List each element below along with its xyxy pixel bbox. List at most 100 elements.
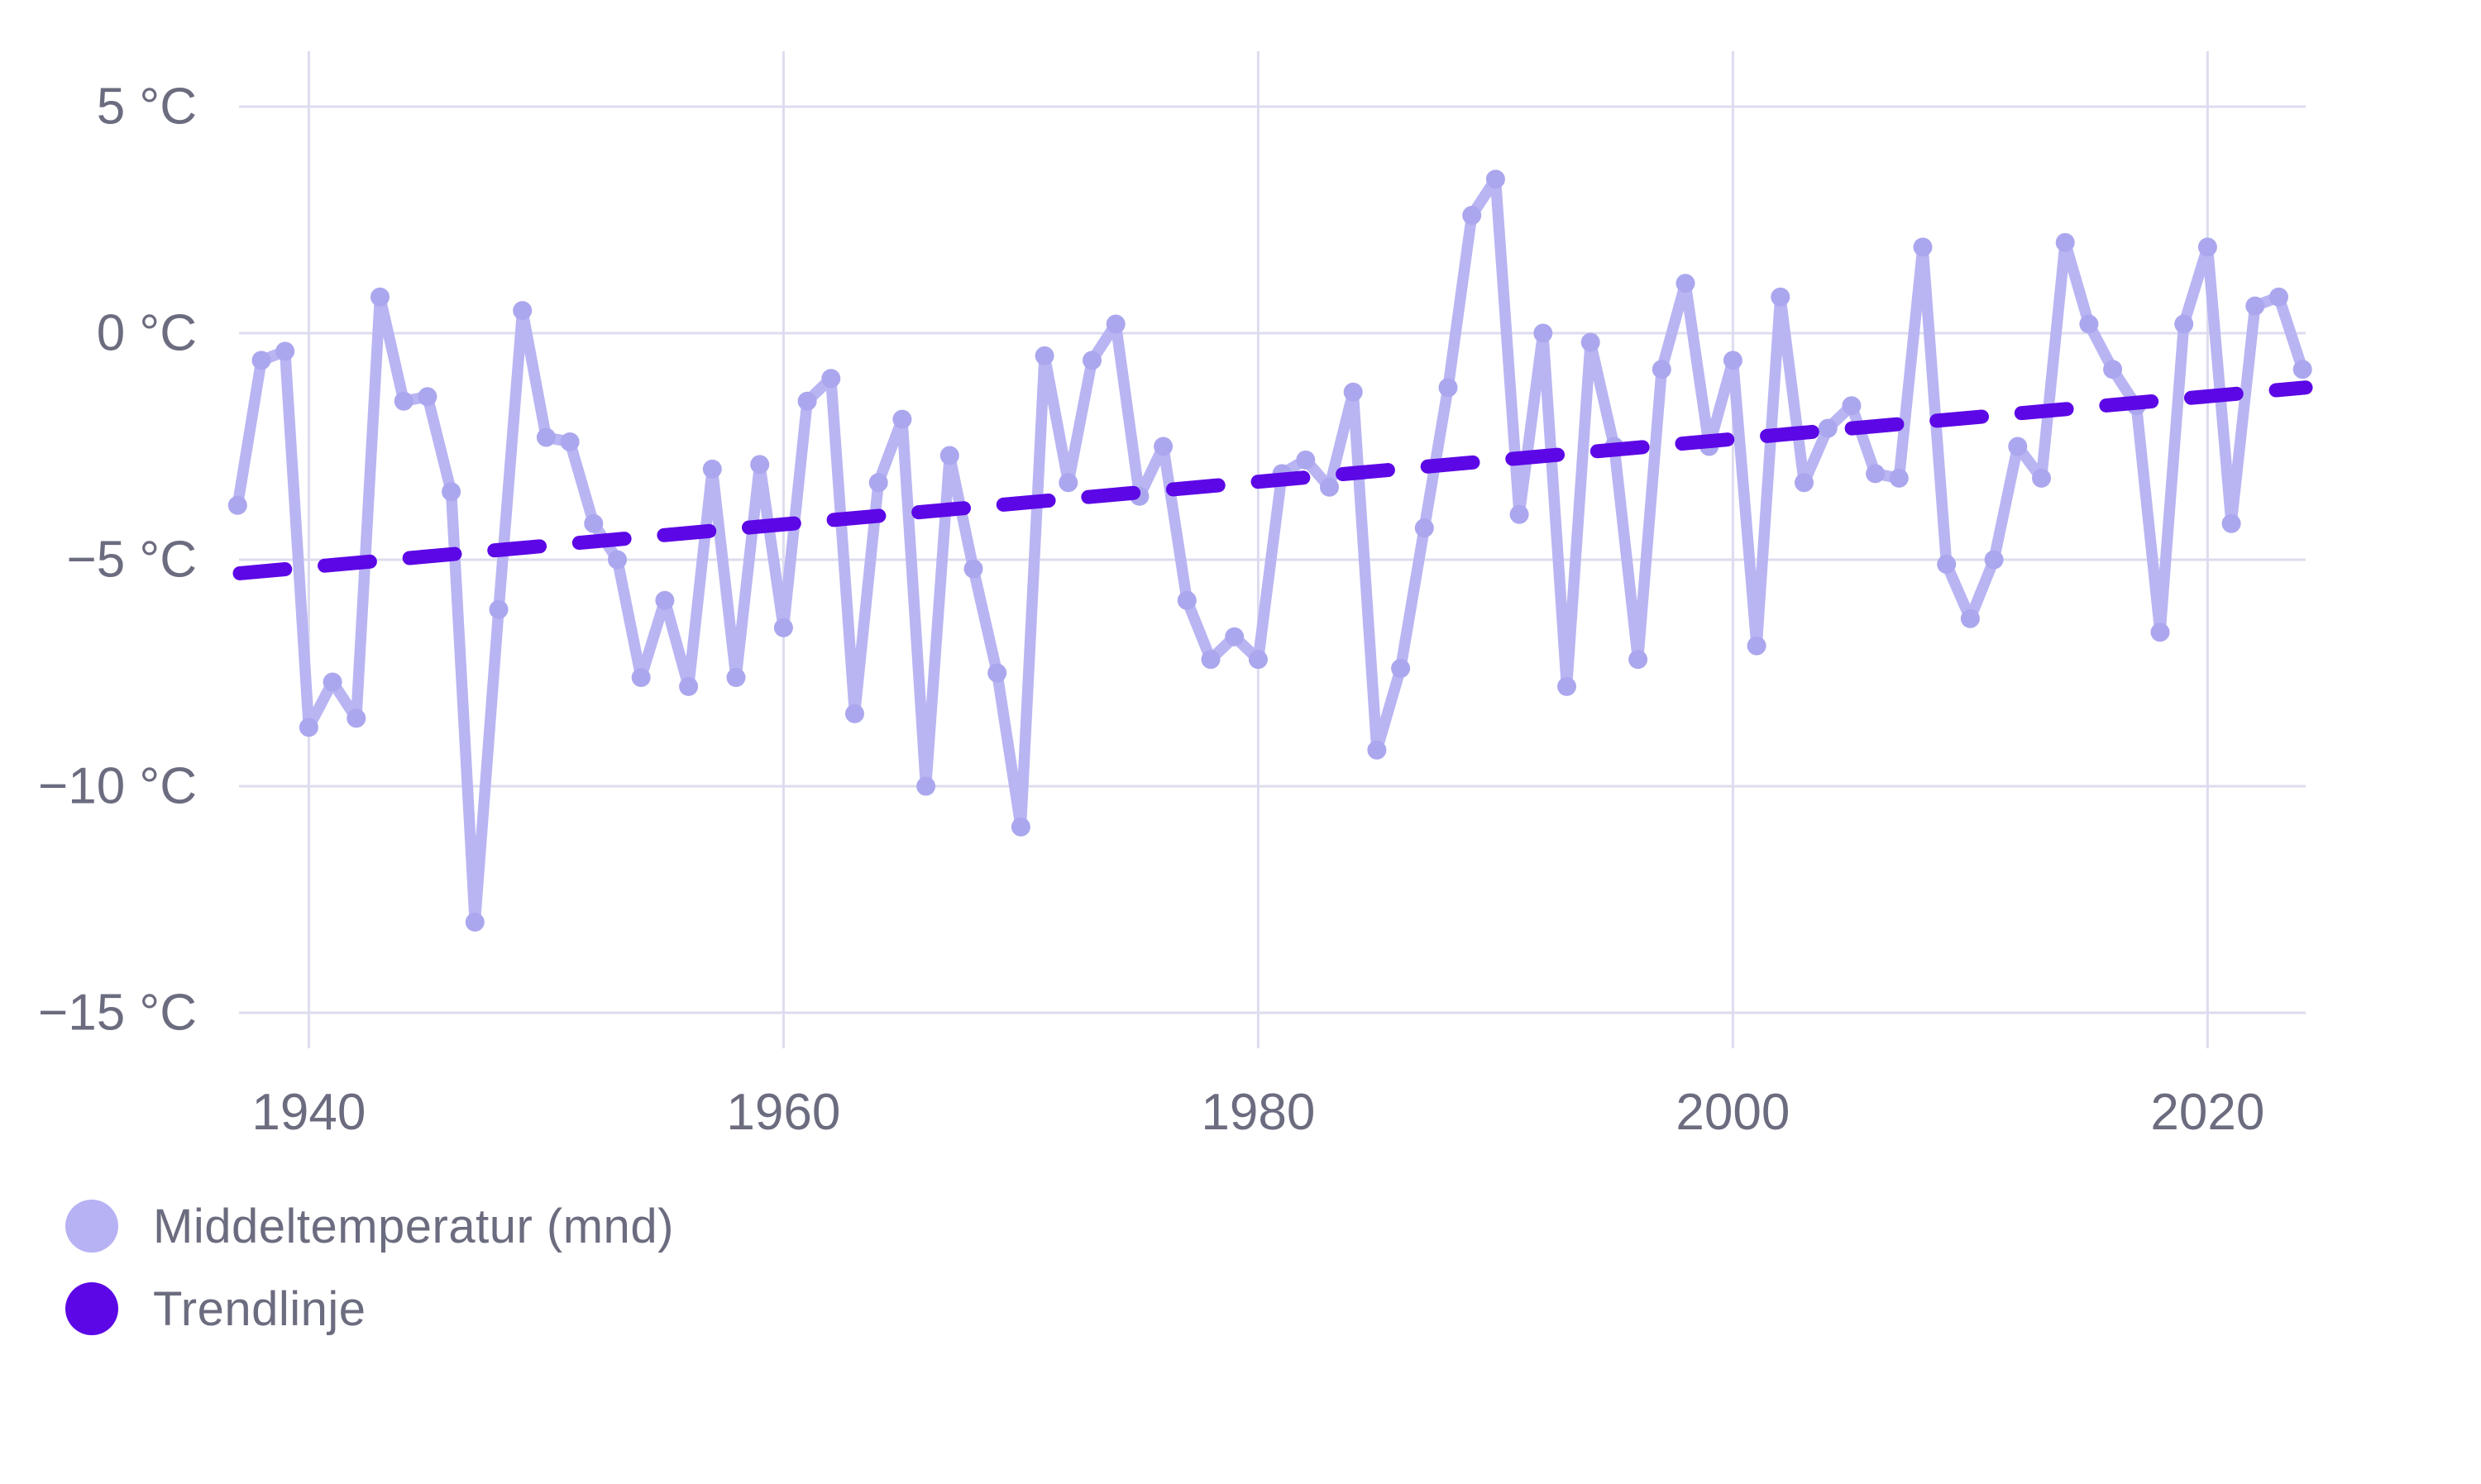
data-point-1987 xyxy=(1414,518,1434,538)
data-point-2014 xyxy=(2055,232,2075,252)
data-point-2022 xyxy=(2245,296,2265,316)
data-point-1996 xyxy=(1628,650,1648,670)
data-point-1953 xyxy=(608,550,627,570)
data-point-2021 xyxy=(2221,513,2241,533)
data-point-1955 xyxy=(655,590,675,610)
data-point-1977 xyxy=(1177,590,1197,610)
x-tick-label-2000: 2000 xyxy=(1676,1084,1790,1141)
data-point-2013 xyxy=(2032,468,2051,488)
data-point-2010 xyxy=(1960,608,1980,628)
data-point-2019 xyxy=(2174,314,2194,334)
data-point-1971 xyxy=(1035,346,1054,365)
data-point-1963 xyxy=(845,704,864,723)
y-tick-label-0: 0 °C xyxy=(97,305,197,362)
data-point-1968 xyxy=(963,559,983,579)
data-point-1940 xyxy=(299,718,318,737)
trendline xyxy=(232,380,2313,580)
data-point-1957 xyxy=(702,459,722,479)
data-point-1974 xyxy=(1106,314,1126,334)
data-point-1947 xyxy=(465,912,485,932)
data-point-2012 xyxy=(2008,437,2028,456)
data-point-2007 xyxy=(1889,468,1909,488)
data-point-2018 xyxy=(2150,623,2170,642)
data-point-2009 xyxy=(1937,555,1957,574)
y-tick-label-5: 5 °C xyxy=(97,79,197,136)
data-point-1979 xyxy=(1225,627,1245,647)
data-point-1959 xyxy=(750,455,770,475)
data-point-1956 xyxy=(679,676,699,696)
data-point-1958 xyxy=(726,668,746,687)
data-point-1984 xyxy=(1343,382,1363,402)
data-point-2003 xyxy=(1795,473,1814,493)
data-point-1944 xyxy=(394,391,414,411)
x-tick-label-1960: 1960 xyxy=(726,1084,840,1141)
data-point-2002 xyxy=(1771,287,1790,307)
data-point-1986 xyxy=(1391,659,1411,678)
data-point-1950 xyxy=(536,427,556,447)
data-point-1965 xyxy=(892,409,912,429)
data-point-1980 xyxy=(1248,650,1268,670)
data-point-1951 xyxy=(560,432,580,451)
data-point-2023 xyxy=(2269,287,2288,307)
data-point-1985 xyxy=(1367,740,1387,760)
data-point-1939 xyxy=(275,341,295,361)
data-point-2006 xyxy=(1866,464,1886,484)
data-point-1960 xyxy=(773,618,793,637)
data-point-1945 xyxy=(418,387,437,407)
data-point-1937 xyxy=(227,495,247,515)
data-point-2020 xyxy=(2197,237,2217,257)
data-point-2000 xyxy=(1723,351,1742,370)
data-point-1967 xyxy=(939,446,959,465)
data-point-2001 xyxy=(1747,636,1766,656)
legend-label-trendlinje: Trendlinje xyxy=(153,1281,366,1336)
data-point-1982 xyxy=(1296,450,1316,470)
data-point-1992 xyxy=(1533,323,1553,343)
data-point-2015 xyxy=(2079,314,2099,334)
data-point-1976 xyxy=(1154,437,1174,456)
data-point-2016 xyxy=(2103,360,2123,379)
legend-label-middeltemperatur: Middeltemperatur (mnd) xyxy=(153,1199,674,1253)
data-point-1948 xyxy=(489,599,509,619)
data-point-1941 xyxy=(323,672,342,692)
data-point-1964 xyxy=(868,473,888,493)
data-point-2004 xyxy=(1818,418,1838,438)
data-point-2005 xyxy=(1842,396,1862,416)
data-point-1962 xyxy=(821,369,841,389)
data-point-1994 xyxy=(1580,332,1600,352)
x-tick-label-1980: 1980 xyxy=(1201,1084,1315,1141)
data-point-1973 xyxy=(1083,351,1102,370)
legend: Middeltemperatur (mnd) Trendlinje xyxy=(65,1195,674,1361)
data-point-1998 xyxy=(1676,274,1695,293)
data-point-1938 xyxy=(251,351,271,370)
series-middeltemperatur-line xyxy=(232,173,2308,928)
data-point-1991 xyxy=(1509,504,1529,524)
data-point-1946 xyxy=(442,482,461,502)
data-point-1993 xyxy=(1557,676,1576,696)
data-point-2011 xyxy=(1984,550,2004,570)
x-tick-label-2020: 2020 xyxy=(2150,1084,2264,1141)
y-tick-label--5: −5 °C xyxy=(67,532,197,589)
y-tick-label--15: −15 °C xyxy=(38,985,197,1042)
data-point-1983 xyxy=(1320,477,1339,497)
legend-item-trendlinje[interactable]: Trendlinje xyxy=(65,1278,674,1339)
y-tick-label--10: −10 °C xyxy=(38,758,197,815)
data-point-1966 xyxy=(916,776,936,796)
data-point-1972 xyxy=(1059,473,1078,493)
data-point-1970 xyxy=(1011,817,1030,837)
data-point-1949 xyxy=(513,301,533,321)
data-point-1969 xyxy=(987,663,1007,683)
data-point-1988 xyxy=(1438,378,1458,398)
data-point-1943 xyxy=(370,287,390,307)
data-point-1989 xyxy=(1462,206,1482,225)
data-point-1952 xyxy=(584,513,604,533)
x-tick-label-1940: 1940 xyxy=(251,1084,366,1141)
legend-swatch-middeltemperatur-icon xyxy=(65,1200,118,1253)
data-point-1961 xyxy=(797,391,817,411)
data-point-2024 xyxy=(2292,360,2312,379)
data-point-1990 xyxy=(1485,169,1505,189)
data-point-2008 xyxy=(1913,237,1933,257)
legend-item-middeltemperatur[interactable]: Middeltemperatur (mnd) xyxy=(65,1195,674,1257)
data-point-1954 xyxy=(631,668,651,687)
